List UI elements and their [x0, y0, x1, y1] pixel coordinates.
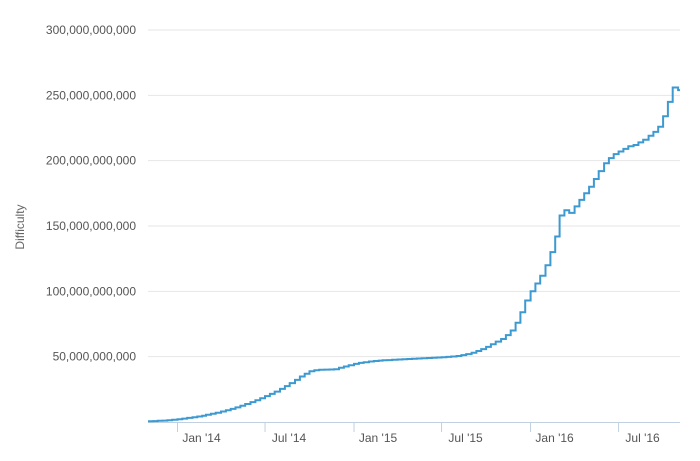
x-tick-label: Jan '15 — [359, 431, 398, 445]
y-tick-label: 200,000,000,000 — [46, 154, 136, 168]
series-layer — [148, 86, 680, 423]
difficulty-series-line — [148, 86, 680, 423]
x-tick-label: Jul '16 — [625, 431, 660, 445]
y-tick-label: 50,000,000,000 — [53, 350, 137, 364]
y-tick-label: 300,000,000,000 — [46, 23, 136, 37]
axis-layer: Difficulty 50,000,000,000 100,000,000,000… — [13, 23, 680, 445]
y-tick-label: 250,000,000,000 — [46, 88, 136, 102]
y-tick-label: 150,000,000,000 — [46, 219, 136, 233]
x-tick-label: Jul '14 — [272, 431, 307, 445]
y-axis-title: Difficulty — [13, 204, 27, 249]
y-tick-label: 100,000,000,000 — [46, 284, 136, 298]
x-tick-label: Jul '15 — [448, 431, 483, 445]
grid-layer — [148, 29, 680, 358]
x-tick-label: Jan '16 — [535, 431, 574, 445]
x-tick-label: Jan '14 — [182, 431, 221, 445]
